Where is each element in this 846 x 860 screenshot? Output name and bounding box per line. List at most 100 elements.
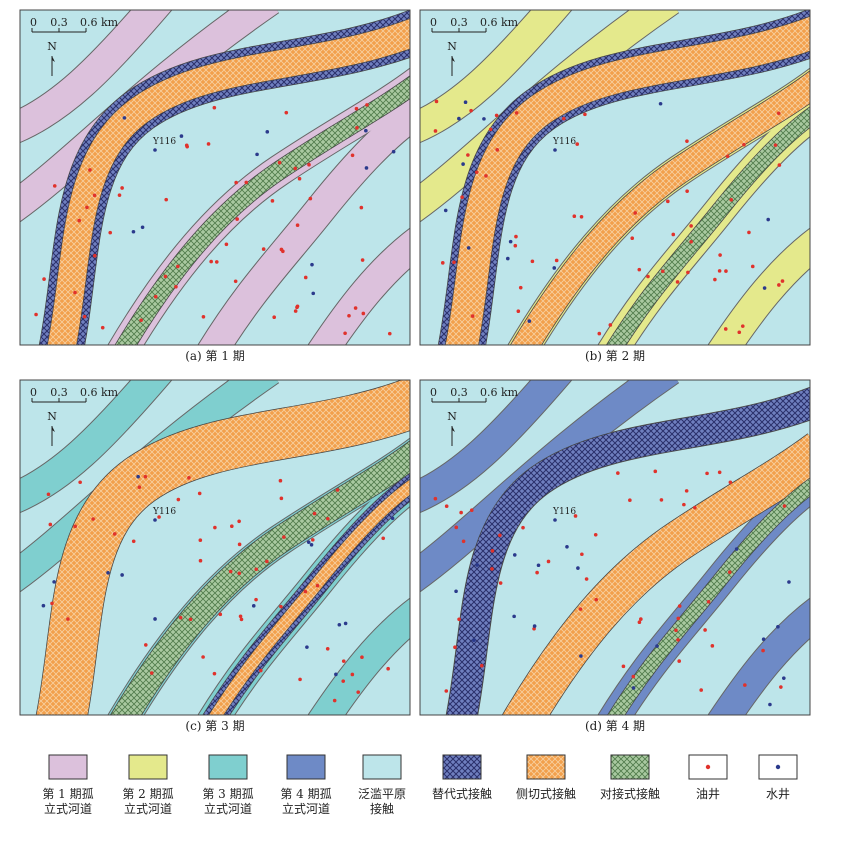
oil-well <box>139 318 143 323</box>
oil-well <box>685 139 689 143</box>
oil-well <box>452 260 456 265</box>
oil-well <box>761 648 765 653</box>
oil-well <box>117 193 122 197</box>
oil-well <box>677 659 682 663</box>
contact-zone <box>115 76 410 345</box>
oil-well <box>693 505 697 510</box>
water-well <box>337 622 342 627</box>
oil-well <box>198 558 203 563</box>
water-well <box>131 229 136 234</box>
oil-well <box>326 516 330 521</box>
oil-well <box>297 176 302 181</box>
oil-well <box>295 223 300 227</box>
water-well <box>120 573 124 577</box>
north-arrowhead <box>52 56 55 62</box>
oil-well <box>356 690 361 694</box>
oil-well <box>466 153 470 157</box>
oil-well <box>52 184 57 188</box>
oil-well <box>73 290 77 295</box>
oil-well <box>185 144 189 149</box>
oil-well <box>332 698 337 703</box>
panel-border <box>419 9 811 346</box>
contact-zone <box>110 441 410 715</box>
oil-well <box>353 306 358 310</box>
channel <box>708 598 810 715</box>
oil-well <box>671 232 676 237</box>
oil-well <box>85 205 89 210</box>
water-well <box>153 617 157 621</box>
water-well <box>766 217 770 222</box>
oil-well <box>218 612 223 617</box>
oil-well <box>34 312 38 317</box>
oil-well <box>278 478 283 483</box>
oil-well <box>176 264 180 269</box>
oil-well <box>575 142 580 146</box>
oil-well <box>131 539 136 544</box>
oil-well <box>513 243 518 248</box>
oil-well <box>201 655 205 659</box>
oil-well <box>188 617 193 622</box>
water-well <box>136 474 140 479</box>
oil-well <box>597 331 602 336</box>
oil-well <box>685 189 689 193</box>
oil-well <box>737 330 742 335</box>
water-well <box>631 686 636 690</box>
oil-well <box>201 314 206 319</box>
oil-well <box>777 163 782 167</box>
well-label: Y116 <box>152 507 176 517</box>
oil-well <box>750 264 755 269</box>
water-well <box>466 246 471 250</box>
legend-dot <box>705 764 711 770</box>
oil-well <box>740 324 745 328</box>
oil-well <box>532 627 536 631</box>
oil-well <box>782 504 787 508</box>
north-arrowhead <box>52 426 55 432</box>
oil-well <box>583 112 587 117</box>
map-panel: 0 0.3 0.6 km N Y116 <box>19 379 411 716</box>
oil-well <box>724 269 728 273</box>
oil-well <box>347 314 351 318</box>
contact-zone <box>606 107 810 345</box>
oil-well <box>637 620 642 625</box>
oil-well <box>176 497 181 502</box>
legend-swatch <box>48 754 88 780</box>
oil-well <box>178 615 183 620</box>
channel <box>420 10 572 143</box>
oil-well <box>281 249 285 254</box>
channel <box>420 380 572 513</box>
oil-well <box>593 532 598 537</box>
water-well <box>475 563 479 567</box>
channel <box>708 228 810 345</box>
oil-well <box>360 258 365 262</box>
oil-well <box>742 142 746 147</box>
oil-well <box>198 538 203 543</box>
oil-well <box>713 277 717 282</box>
oil-well <box>315 583 320 588</box>
channels <box>20 10 410 345</box>
oil-well <box>88 168 92 172</box>
oil-well <box>444 504 449 509</box>
well-y116 <box>153 148 157 152</box>
channel <box>308 228 410 345</box>
oil-well <box>646 274 650 279</box>
oil-well <box>728 480 733 485</box>
north-label: N <box>447 40 457 53</box>
oil-well <box>387 331 392 336</box>
oil-well <box>457 617 461 622</box>
water-well <box>364 128 368 133</box>
oil-well <box>516 309 521 314</box>
oil-well <box>163 274 168 279</box>
oil-well <box>164 197 169 202</box>
oil-well <box>365 103 369 107</box>
oil-well <box>137 485 142 490</box>
legend-label: 泛滥平原 <box>358 787 406 801</box>
oil-well <box>174 284 178 289</box>
oil-well <box>228 569 233 574</box>
water-well <box>527 319 532 323</box>
oil-well <box>272 315 276 320</box>
oil-well <box>675 280 680 284</box>
scale-label: 0 <box>430 386 437 399</box>
channel <box>198 98 410 345</box>
oil-well <box>521 525 525 530</box>
water-well <box>41 603 46 608</box>
